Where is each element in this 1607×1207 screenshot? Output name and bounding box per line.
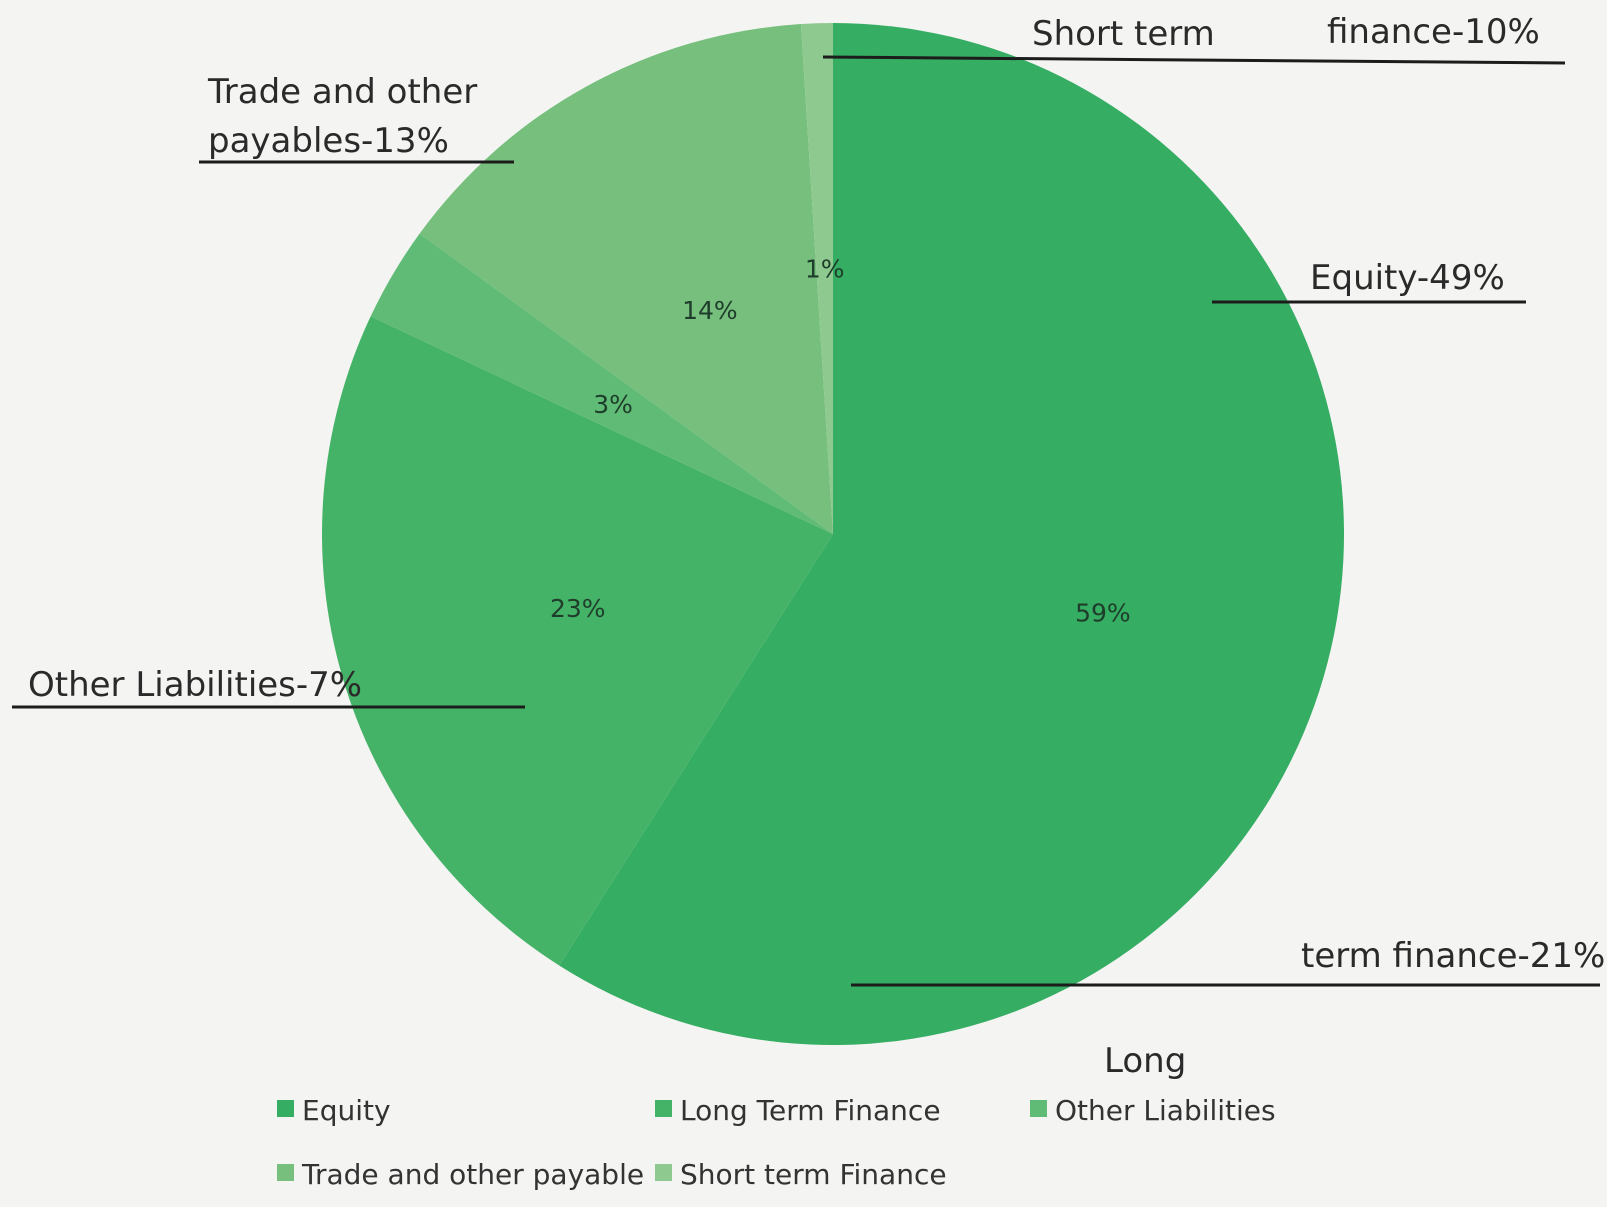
other-liabilities-callout: Other Liabilities-7% (28, 665, 362, 705)
legend: Equity Long Term Finance Other Liabilities… (277, 1094, 1276, 1191)
callouts: Short term finance-10% Trade and other p… (12, 12, 1605, 1081)
pie-slice-equity (559, 23, 1344, 1045)
slice-data-label: 23% (550, 594, 606, 623)
legend-label: Long Term Finance (680, 1094, 941, 1127)
equity-callout: Equity-49% (1310, 258, 1505, 298)
pie-slice-short-term-finance (800, 23, 833, 534)
trade-payables-callout-line2: payables-13% (208, 121, 449, 161)
short-term-callout-part1: Short term (1032, 14, 1215, 54)
slice-data-label: 3% (593, 390, 633, 419)
legend-swatch (655, 1164, 672, 1181)
legend-label: Other Liabilities (1055, 1094, 1276, 1127)
slice-data-label: 59% (1075, 598, 1131, 627)
long-word-callout: Long (1104, 1041, 1186, 1081)
slice-data-label: 1% (805, 254, 845, 283)
legend-swatch (1030, 1100, 1047, 1117)
pie-slice-trade-and-other-payable (419, 24, 833, 534)
pie-slices (321, 23, 1344, 1045)
legend-label: Equity (302, 1094, 391, 1127)
legend-swatch (277, 1164, 294, 1181)
long-term-callout: term finance-21% (1301, 936, 1605, 976)
short-term-callout-part2: finance-10% (1327, 12, 1540, 52)
legend-swatch (655, 1100, 672, 1117)
pie-slice-other-liabilities (370, 233, 833, 534)
short-term-leader-line (822, 55, 1566, 65)
legend-label: Short term Finance (680, 1158, 947, 1191)
trade-payables-callout-line1: Trade and other (207, 72, 477, 112)
legend-label: Trade and other payable (301, 1158, 644, 1191)
slice-labels: 59% 23% 3% 14% 1% (550, 254, 1131, 627)
slice-data-label: 14% (682, 296, 738, 325)
legend-swatch (277, 1100, 294, 1117)
pie-slice-long-term-finance (321, 316, 833, 966)
